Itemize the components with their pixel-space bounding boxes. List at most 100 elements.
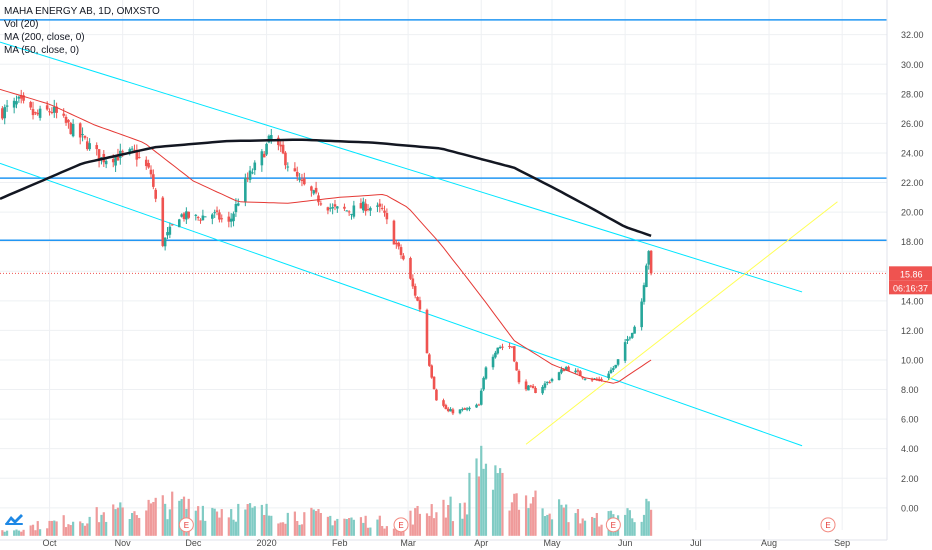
legend-volume[interactable]: Vol (20)	[4, 19, 39, 30]
candle-body	[512, 346, 516, 362]
channel-line	[0, 41, 803, 293]
volume-bars	[1, 445, 653, 536]
candle-body	[104, 160, 108, 165]
volume-bar	[298, 524, 301, 536]
earnings-e-icon[interactable]: E	[393, 517, 409, 533]
candle-body	[111, 159, 115, 163]
tradingview-logo-icon[interactable]	[4, 512, 24, 526]
candle-body	[319, 203, 323, 205]
candle-body	[451, 409, 455, 414]
volume-bar	[232, 519, 235, 536]
volume-bar	[17, 530, 20, 536]
time-tick-label: Jun	[618, 538, 633, 548]
volume-bar	[194, 510, 197, 536]
candle-body	[333, 204, 337, 207]
candle-body	[479, 390, 483, 405]
horizontal-levels[interactable]	[0, 19, 887, 274]
volume-bar	[482, 468, 485, 536]
volume-bar	[458, 503, 462, 536]
candle-body	[100, 157, 103, 159]
volume-bar	[204, 520, 207, 536]
candle-body	[626, 338, 629, 341]
price-tick-label: 20.00	[901, 208, 924, 218]
ma200-line	[0, 138, 652, 237]
volume-bar	[293, 511, 296, 536]
volume-bar	[508, 510, 511, 536]
candle-body	[29, 102, 32, 108]
candle-body	[328, 207, 332, 209]
candle-body	[494, 352, 497, 358]
volume-bar	[499, 468, 502, 536]
legend-ma50[interactable]: MA (50, close, 0)	[4, 45, 80, 56]
volume-bar	[574, 513, 577, 536]
volume-bar	[48, 520, 51, 536]
volume-bar	[230, 509, 233, 536]
earnings-marker-circle	[178, 517, 194, 533]
candle-body	[562, 369, 566, 372]
candle-body	[15, 101, 18, 105]
volume-bar	[461, 518, 464, 536]
candle-body	[244, 177, 247, 202]
volume-bar	[211, 507, 214, 536]
candle-body	[71, 124, 75, 137]
time-tick-label: Jul	[690, 538, 702, 548]
candle-body	[557, 372, 561, 381]
volume-bar	[201, 505, 204, 536]
legend-ma200[interactable]: MA (200, close, 0)	[4, 32, 85, 43]
candle-body	[161, 197, 165, 246]
volume-bar	[114, 509, 117, 536]
earnings-e-icon[interactable]: E	[820, 517, 836, 533]
candle-body	[310, 186, 313, 191]
countdown-badge	[889, 280, 932, 295]
price-tick-label: 32.00	[901, 30, 924, 40]
volume-bar	[451, 521, 455, 536]
volume-bar	[31, 524, 35, 536]
candle-body	[576, 370, 580, 372]
volume-bar	[333, 520, 337, 536]
candle-body	[36, 112, 40, 115]
volume-bar	[515, 493, 518, 536]
volume-bar	[364, 515, 367, 536]
earnings-e-icon[interactable]: E	[605, 517, 621, 533]
volume-bar	[234, 521, 238, 536]
earnings-marker-label: E	[611, 521, 616, 530]
channel-lines[interactable]	[0, 41, 803, 447]
candle-body	[163, 237, 167, 247]
candle-body	[361, 201, 365, 211]
candle-body	[83, 135, 87, 138]
candle-body	[590, 379, 594, 381]
candle-body	[12, 100, 16, 108]
candle-body	[623, 342, 627, 361]
last-price-label: 15.86	[900, 269, 923, 279]
candle-body	[425, 309, 429, 354]
candle-body	[510, 346, 514, 348]
trend-line-group[interactable]	[525, 201, 838, 445]
volume-bar	[246, 504, 249, 536]
candle-body	[564, 367, 568, 371]
volume-bar	[428, 515, 431, 536]
candle-body	[612, 368, 615, 370]
candle-body	[642, 285, 646, 302]
time-tick-label: 2020	[257, 538, 277, 548]
earnings-e-icon[interactable]: E	[178, 517, 194, 533]
volume-bar	[20, 531, 23, 536]
volume-bar	[557, 499, 561, 536]
price-tick-label: 0.00	[901, 503, 919, 513]
volume-bar	[416, 505, 419, 536]
candle-body	[383, 210, 386, 213]
candle-body	[649, 250, 653, 274]
volume-bar	[3, 531, 6, 536]
symbol-title[interactable]: MAHA ENERGY AB, 1D, OMXSTO	[4, 6, 160, 17]
candle-body	[614, 364, 618, 368]
candle-body	[527, 385, 530, 391]
volume-bar	[598, 526, 601, 536]
volume-bar	[513, 493, 516, 536]
volume-bar	[281, 522, 285, 536]
volume-bar	[100, 514, 103, 536]
candle-body	[312, 190, 316, 194]
candle-body	[45, 105, 49, 110]
volume-bar	[501, 472, 504, 536]
time-axis[interactable]: Oct Nov Dec 2020 Feb Mar Apr May Jun Jul Aug Sep	[0, 538, 887, 548]
